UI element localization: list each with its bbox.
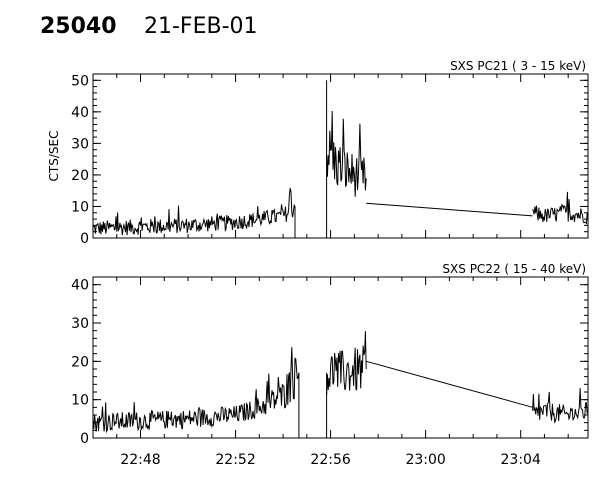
x-tick-label: 22:56	[310, 452, 350, 468]
x-tick-label: 22:52	[215, 452, 255, 468]
data-series-segment	[92, 347, 300, 434]
data-series-segment	[92, 187, 296, 236]
x-tick-label: 23:04	[501, 452, 541, 468]
chart-panel-1: SXS PC21 ( 3 - 15 keV) CTS/SEC 0 10 20 30 40 50	[47, 59, 589, 247]
x-tick-label: 23:00	[405, 452, 445, 468]
y-tick-label: 0	[80, 431, 89, 447]
data-gap-edges	[294, 80, 328, 238]
data-series-segment	[366, 360, 533, 408]
observation-date: 21-FEB-01	[144, 14, 258, 39]
y-tick-label: 10	[71, 393, 89, 409]
y-tick-label: 40	[71, 105, 89, 121]
data-series-segment	[326, 331, 367, 396]
x-tick-label: 22:48	[120, 452, 160, 468]
y-axis-label: CTS/SEC	[47, 131, 61, 182]
y-tick-label: 40	[71, 278, 89, 294]
y-tick-label: 30	[71, 316, 89, 332]
chart-title: SXS PC22 ( 15 - 40 keV)	[442, 262, 586, 276]
data-series-segment	[532, 191, 589, 225]
y-tick-label: 10	[71, 199, 89, 215]
y-tick-label: 0	[80, 231, 89, 247]
chart-title: SXS PC21 ( 3 - 15 keV)	[450, 59, 586, 73]
observation-id: 25040	[40, 14, 117, 39]
data-series-segment	[366, 202, 533, 217]
data-gap-edges	[298, 372, 328, 438]
y-tick-label: 20	[71, 354, 89, 370]
y-tick-label: 20	[71, 168, 89, 184]
y-tick-label: 50	[71, 73, 89, 89]
data-series-segment	[532, 388, 589, 424]
plot-frame	[92, 276, 589, 439]
chart-panel-2: SXS PC22 ( 15 - 40 keV) 0 10 20 30 40 22:48 22:…	[71, 262, 589, 468]
data-series-segment	[326, 110, 367, 197]
y-tick-label: 30	[71, 136, 89, 152]
